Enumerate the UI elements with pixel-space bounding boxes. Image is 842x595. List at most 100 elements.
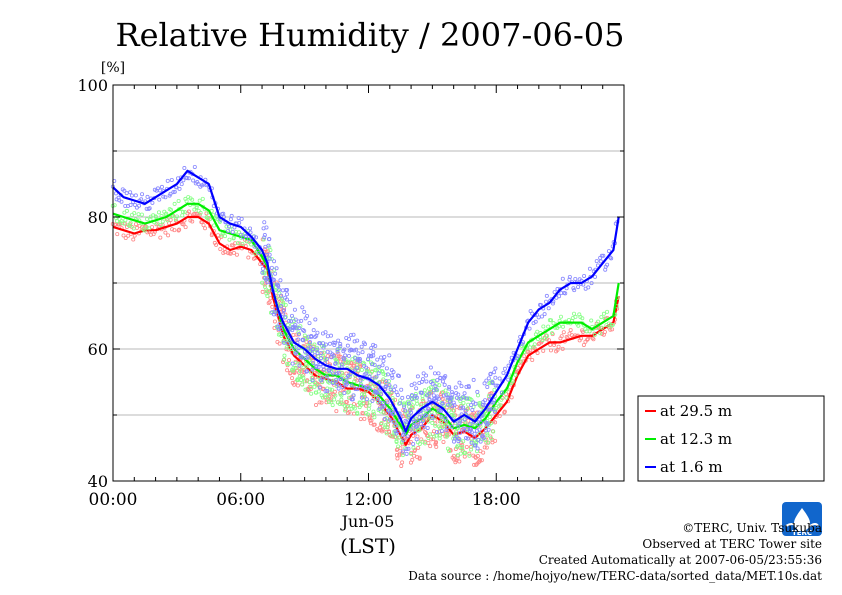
sample-point	[397, 451, 402, 456]
sample-point	[412, 381, 417, 386]
sample-point	[293, 365, 298, 370]
sample-point	[271, 277, 276, 282]
sample-point	[406, 446, 411, 451]
sample-point	[499, 397, 504, 402]
sample-point	[257, 250, 262, 255]
sample-point	[160, 219, 165, 224]
sample-point	[415, 374, 420, 379]
sample-point	[285, 361, 290, 366]
sample-point	[168, 207, 173, 212]
sample-point	[412, 419, 417, 424]
sample-point	[265, 276, 270, 281]
sample-point	[300, 305, 305, 310]
sample-point	[411, 453, 416, 458]
sample-point	[357, 356, 362, 361]
x-tick-label: 00:00	[89, 490, 138, 510]
sample-point	[181, 178, 186, 183]
sample-point	[367, 416, 372, 421]
sample-point	[172, 201, 177, 206]
sample-point	[448, 448, 453, 453]
sample-point	[481, 450, 486, 455]
sample-point	[560, 276, 565, 281]
sample-point	[307, 340, 312, 345]
sample-point	[609, 256, 614, 261]
sample-point	[483, 420, 488, 425]
sample-point	[467, 453, 472, 458]
sample-point	[351, 393, 356, 398]
sample-point	[283, 341, 288, 346]
series-line	[112, 169, 620, 433]
sample-point	[571, 286, 576, 291]
sample-point	[462, 391, 467, 396]
sample-point	[425, 425, 430, 430]
sample-point	[281, 312, 286, 317]
sample-point	[174, 185, 179, 190]
sample-point	[347, 409, 352, 414]
sample-point	[477, 427, 482, 432]
sample-point	[466, 385, 471, 390]
sample-point	[414, 395, 419, 400]
sample-point	[157, 197, 162, 202]
series-lines	[110, 164, 620, 468]
sample-point	[458, 451, 463, 456]
sample-point	[363, 342, 368, 347]
sample-point	[332, 397, 337, 402]
sample-point	[486, 440, 491, 445]
sample-point	[323, 388, 328, 393]
sample-point	[336, 370, 341, 375]
sample-point	[287, 358, 292, 363]
sample-point	[274, 266, 279, 271]
sample-point	[541, 348, 546, 353]
sample-point	[488, 371, 493, 376]
sample-point	[535, 329, 540, 334]
sample-point	[428, 444, 433, 449]
sample-point	[204, 211, 209, 216]
sample-point	[310, 367, 315, 372]
sample-point	[381, 359, 386, 364]
sample-point	[430, 381, 435, 386]
sample-point	[284, 292, 289, 297]
sample-point	[369, 346, 374, 351]
sample-point	[493, 375, 498, 380]
sample-point	[573, 276, 578, 281]
sample-point	[450, 392, 455, 397]
sample-point	[333, 361, 338, 366]
sample-point	[371, 353, 376, 358]
sample-point	[137, 203, 142, 208]
sample-point	[601, 311, 606, 316]
sample-point	[434, 433, 439, 438]
sample-point	[436, 371, 441, 376]
sample-point	[419, 422, 424, 427]
sample-point	[550, 331, 555, 336]
sample-point	[289, 313, 294, 318]
sample-point	[563, 291, 568, 296]
sample-point	[462, 417, 467, 422]
sample-point	[285, 322, 290, 327]
sample-point	[364, 365, 369, 370]
sample-point	[159, 184, 164, 189]
sample-point	[331, 340, 336, 345]
sample-point	[458, 399, 463, 404]
sample-point	[385, 400, 390, 405]
sample-point	[433, 441, 438, 446]
sample-point	[378, 355, 383, 360]
sample-point	[491, 429, 496, 434]
sample-point	[379, 420, 384, 425]
sample-point	[439, 419, 444, 424]
sample-point	[303, 387, 308, 392]
sample-point	[323, 393, 328, 398]
sample-point	[477, 431, 482, 436]
sample-point	[223, 234, 228, 239]
sample-point	[260, 266, 265, 271]
sample-point	[182, 166, 187, 171]
sample-point	[334, 381, 339, 386]
sample-point	[341, 357, 346, 362]
sample-point	[344, 399, 349, 404]
sample-point	[542, 312, 547, 317]
sample-point	[290, 376, 295, 381]
x-axis-date-label: Jun-05	[340, 512, 395, 531]
sample-point	[483, 428, 488, 433]
sample-point	[371, 392, 376, 397]
sample-point	[399, 463, 404, 468]
sample-point	[226, 228, 231, 233]
